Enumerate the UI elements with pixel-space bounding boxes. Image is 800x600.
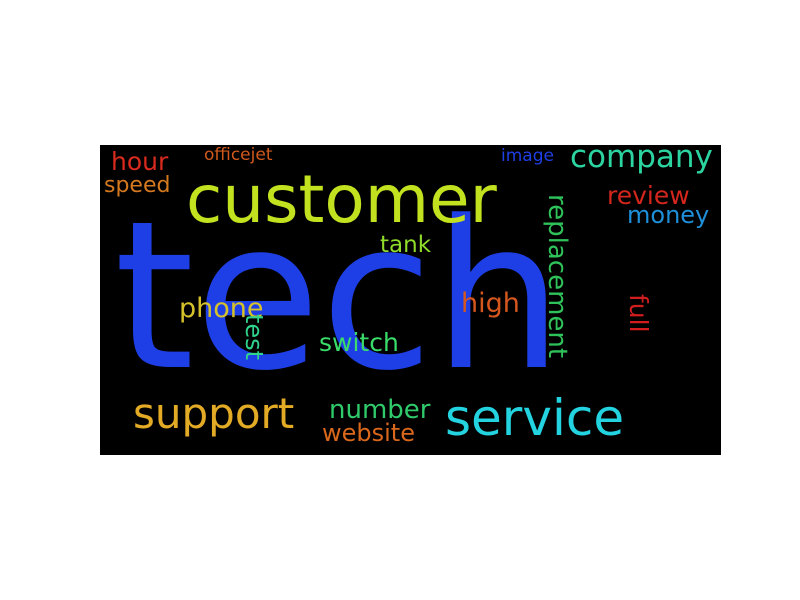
word-support: support: [133, 389, 295, 438]
word-number: number: [329, 395, 431, 425]
word-test: test: [240, 314, 268, 361]
word-website: website: [322, 419, 415, 447]
word-hour: hour: [111, 147, 169, 176]
word-full: full: [624, 294, 653, 333]
word-tech: tech: [114, 178, 564, 416]
word-high: high: [461, 288, 520, 319]
word-review: review: [607, 181, 690, 210]
word-image: image: [501, 146, 554, 166]
word-company: company: [570, 145, 713, 175]
word-replacement: replacement: [542, 194, 572, 359]
word-service: service: [445, 389, 625, 447]
word-tank: tank: [380, 232, 432, 258]
word-customer: customer: [186, 161, 497, 238]
word-money: money: [627, 201, 710, 229]
word-speed: speed: [104, 173, 171, 198]
word-cloud: tech customer service support company re…: [100, 145, 721, 455]
word-phone: phone: [179, 293, 264, 324]
word-switch: switch: [319, 328, 399, 357]
word-officejet: officejet: [204, 145, 273, 165]
